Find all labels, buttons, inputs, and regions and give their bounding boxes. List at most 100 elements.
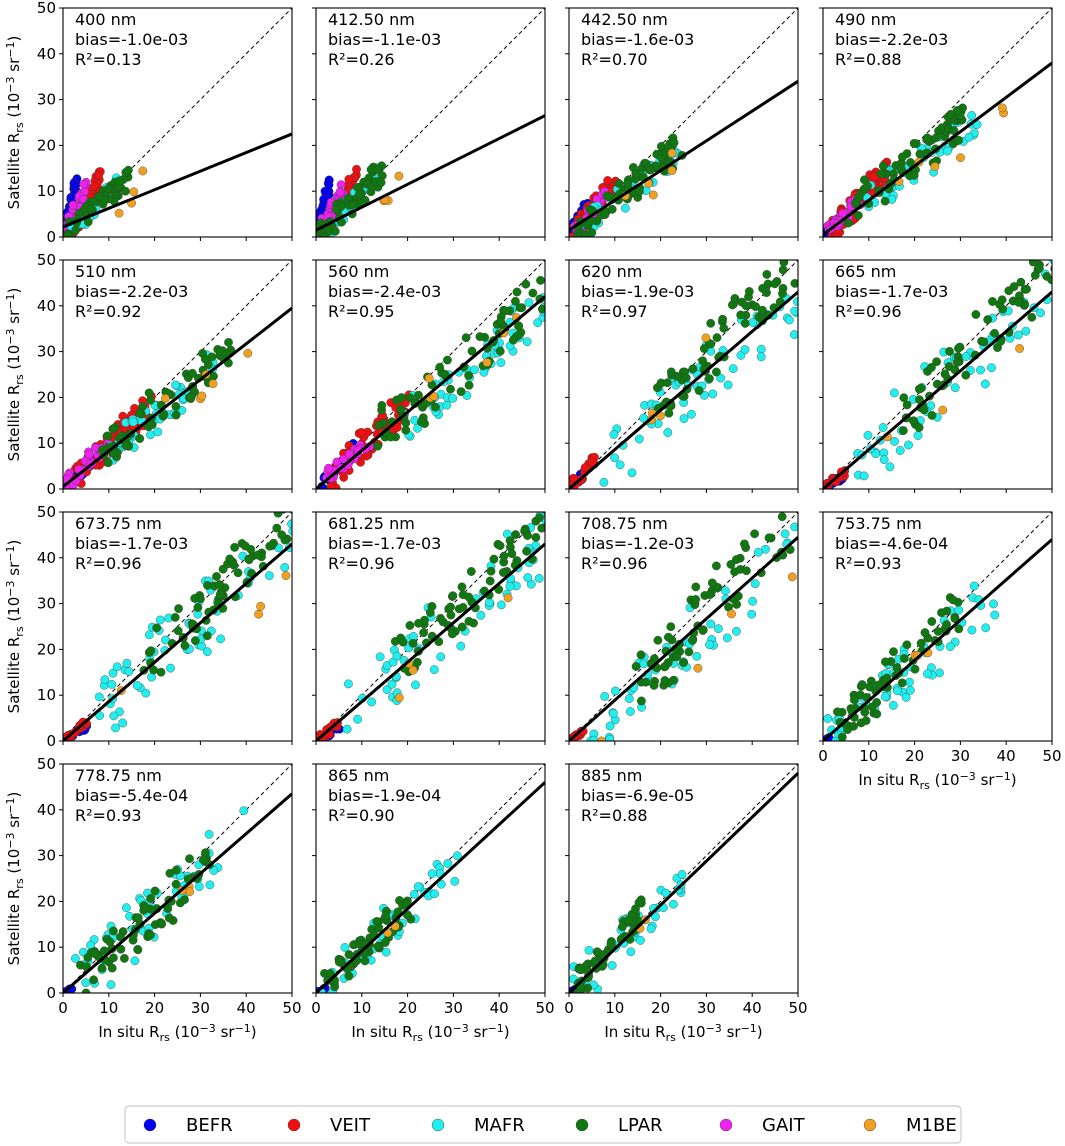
point-lpar xyxy=(902,400,912,410)
point-mafr xyxy=(108,668,118,678)
point-lpar xyxy=(1030,270,1040,280)
point-veit xyxy=(357,428,366,437)
point-lpar xyxy=(730,294,740,303)
point-mafr xyxy=(111,723,120,733)
scatter-points xyxy=(316,851,462,993)
point-gait xyxy=(345,449,354,459)
point-lpar xyxy=(157,918,166,928)
point-mafr xyxy=(452,851,462,861)
point-lpar xyxy=(618,922,627,932)
point-lpar xyxy=(788,243,796,251)
point-lpar xyxy=(662,378,672,388)
x-tick-label: 30 xyxy=(697,999,716,1017)
point-lpar xyxy=(133,945,143,955)
point-m1be xyxy=(701,333,711,343)
point-lpar xyxy=(269,538,278,548)
point-lpar xyxy=(386,432,395,442)
point-lpar xyxy=(355,189,364,199)
point-mafr xyxy=(599,477,609,487)
point-mafr xyxy=(706,619,716,629)
point-lpar xyxy=(334,957,344,967)
point-lpar xyxy=(408,638,418,648)
point-lpar xyxy=(419,628,428,638)
point-mafr xyxy=(280,563,290,572)
point-lpar xyxy=(623,915,633,925)
point-mafr xyxy=(705,640,714,649)
panel-wavelength: 620 nm xyxy=(581,262,642,281)
point-lpar xyxy=(89,975,98,985)
panel-r2: R²=0.88 xyxy=(581,806,648,825)
point-lpar xyxy=(456,387,466,396)
point-lpar xyxy=(485,576,495,586)
point-mafr xyxy=(450,876,460,886)
point-mafr xyxy=(130,956,140,966)
point-lpar xyxy=(664,408,674,418)
point-lpar xyxy=(420,399,430,409)
point-lpar xyxy=(501,306,510,316)
point-mafr xyxy=(202,647,212,657)
panel-r2: R²=0.96 xyxy=(328,554,395,573)
point-lpar xyxy=(950,614,960,623)
point-lpar xyxy=(475,332,485,341)
point-mafr xyxy=(353,714,362,724)
point-lpar xyxy=(434,637,444,647)
point-lpar xyxy=(927,617,937,626)
x-tick-label: 50 xyxy=(282,999,301,1017)
point-lpar xyxy=(927,363,936,372)
regression-line xyxy=(569,290,798,489)
x-axis-label: In situ Rrs (10−3 sr−1) xyxy=(858,770,1016,792)
point-mafr xyxy=(239,806,249,816)
point-lpar xyxy=(193,603,203,612)
point-lpar xyxy=(373,165,383,174)
point-lpar xyxy=(880,196,890,206)
point-mafr xyxy=(547,528,555,536)
point-lpar xyxy=(664,632,673,642)
point-lpar xyxy=(861,716,871,725)
panel-bias: bias=-1.7e-03 xyxy=(328,534,441,553)
point-lpar xyxy=(705,374,714,383)
panel-bias: bias=-4.6e-04 xyxy=(835,534,948,553)
panel-bias: bias=-2.4e-03 xyxy=(328,282,441,301)
y-tick-label: 20 xyxy=(37,388,56,406)
point-m1be xyxy=(1015,344,1024,353)
legend-marker-lpar xyxy=(575,1118,589,1132)
point-lpar xyxy=(955,342,965,352)
point-lpar xyxy=(398,637,408,647)
point-lpar xyxy=(435,362,445,372)
point-mafr xyxy=(954,605,964,615)
point-lpar xyxy=(679,658,688,667)
point-mafr xyxy=(1048,260,1052,264)
point-lpar xyxy=(1022,284,1031,294)
point-lpar xyxy=(1016,277,1026,287)
point-lpar xyxy=(515,303,525,313)
point-mafr xyxy=(436,652,446,662)
point-lpar xyxy=(915,395,924,405)
panel-r2: R²=0.97 xyxy=(581,302,648,321)
point-lpar xyxy=(933,627,943,636)
panel-wavelength: 778.75 nm xyxy=(75,766,162,785)
one-to-one-line xyxy=(823,8,1052,237)
point-mafr xyxy=(124,667,134,676)
point-lpar xyxy=(637,696,646,706)
legend-label-m1be: M1BE xyxy=(906,1115,957,1136)
panel-bias: bias=-1.7e-03 xyxy=(75,534,188,553)
point-lpar xyxy=(623,179,632,188)
point-m1be xyxy=(408,665,418,675)
point-mafr xyxy=(756,352,766,362)
point-lpar xyxy=(909,171,919,180)
point-lpar xyxy=(937,608,946,618)
point-lpar xyxy=(457,622,467,632)
point-lpar xyxy=(272,523,282,533)
y-tick-label: 0 xyxy=(46,480,56,498)
point-lpar xyxy=(779,260,789,267)
point-mafr xyxy=(692,651,702,661)
point-mafr xyxy=(166,663,175,673)
point-lpar xyxy=(635,187,644,196)
point-mafr xyxy=(375,652,385,662)
point-mafr xyxy=(969,581,979,591)
legend-label-gait: GAIT xyxy=(762,1115,806,1136)
point-lpar xyxy=(660,676,670,685)
point-lpar xyxy=(144,388,154,398)
point-lpar xyxy=(742,566,751,576)
